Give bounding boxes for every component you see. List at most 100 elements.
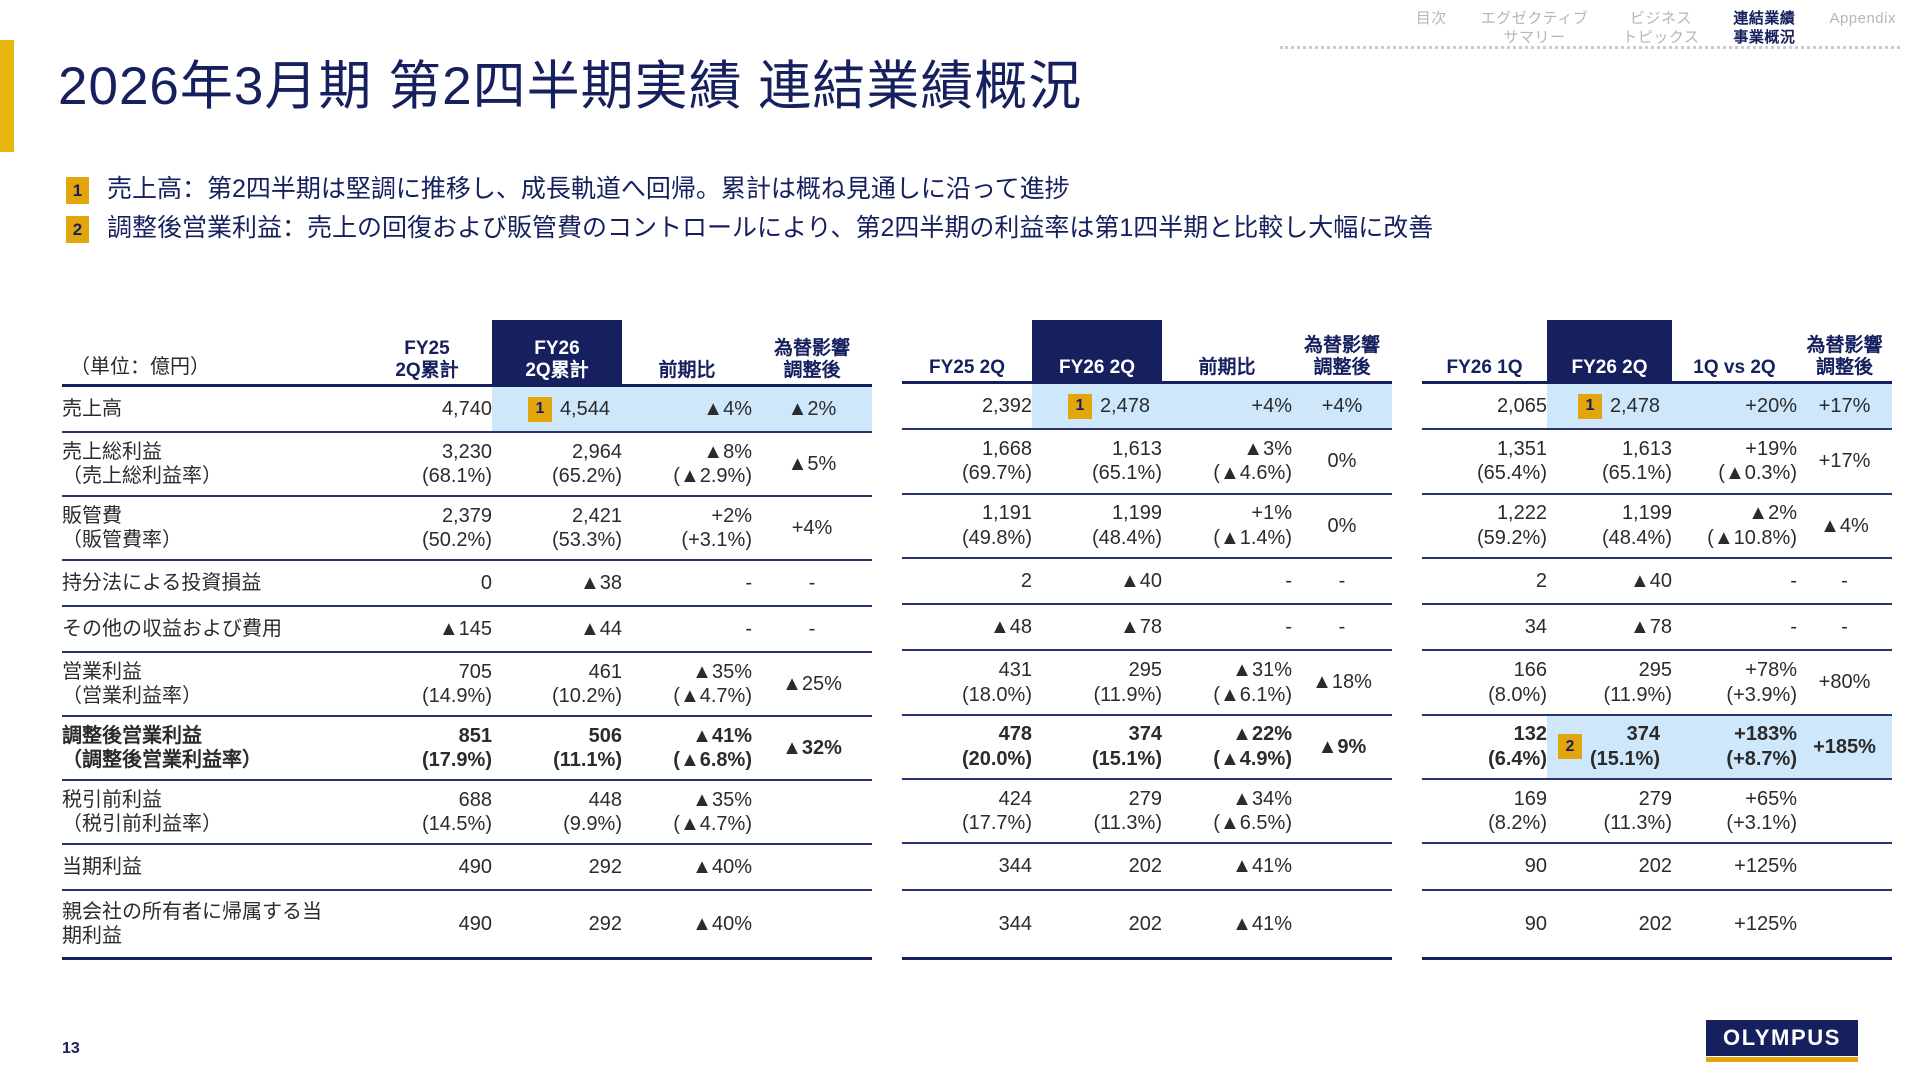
table-row: 売上高 4,740 1 4,544 ▲4% ▲2% (62, 385, 872, 433)
cell-quarter-yoy-r6-c2: ▲22% (▲4.9%) (1162, 714, 1292, 781)
cell-quarter-yoy-r3-c3: - (1292, 557, 1392, 606)
table-body: 2,392 1 2,478 +4% +4% 1,668 (69.7%) 1,613 (65.… (902, 382, 1392, 960)
cell-quarter-qoq-r3-c0: 2 (1422, 557, 1547, 606)
table-cumulative: （単位：億円） FY25 2Q累計 FY26 2Q累計 前期比 為替影響 調整後 売上高… (62, 320, 872, 960)
cell-quarter-yoy-r0-c3: +4% (1292, 382, 1392, 431)
cell-quarter-yoy-r8-c3 (1292, 843, 1392, 891)
table-row: 持分法による投資損益 0 ▲38- - (62, 560, 872, 607)
nav-dotted-divider (1280, 44, 1900, 49)
table-quarter-qoq: FY26 1Q FY26 2Q 1Q vs 2Q 為替影響 調整後 2,065 1 2,4… (1422, 320, 1892, 960)
cell-cumulative-r6-c3: ▲32% (752, 716, 872, 781)
header-row: FY26 1Q FY26 2Q 1Q vs 2Q 為替影響 調整後 (1422, 320, 1892, 383)
cell-cumulative-r1-c1: 2,964 (65.2%) (492, 432, 622, 497)
financial-tables: （単位：億円） FY25 2Q累計 FY26 2Q累計 前期比 為替影響 調整後 売上高… (62, 320, 1892, 960)
column-header-quarter-qoq-1: FY26 2Q (1547, 320, 1672, 383)
cell-quarter-yoy-r7-c0: 424 (17.7%) (902, 779, 1032, 845)
cell-quarter-yoy-r8-c2: ▲41% (1162, 843, 1292, 891)
nav-item-business-topics[interactable]: ビジネス トピックス (1622, 10, 1700, 46)
column-header-quarter-yoy-1: FY26 2Q (1032, 320, 1162, 383)
bullet-2: 2 調整後営業利益：売上の回復および販管費のコントロールにより、第2四半期の利益… (66, 213, 1896, 243)
table-row: 売上総利益 （売上総利益率） 3,230 (68.1%) 2,964 (65.2%)… (62, 432, 872, 497)
table-row: 169 (8.2%) 279 (11.3%) +65% (+3.1%) (1422, 779, 1892, 845)
table-row: 132 (6.4%) 2 374 (15.1%) +183% (+8.7%) +185% (1422, 714, 1892, 781)
bullet-badge-1: 1 (66, 177, 89, 204)
cell-quarter-qoq-r6-c1: 2 374 (15.1%) (1547, 714, 1672, 781)
table-row: 1,191 (49.8%) 1,199 (48.4%) +1% (▲1.4%) 0% (902, 493, 1392, 559)
cell-cumulative-r7-c2: ▲35% (▲4.7%) (622, 780, 752, 845)
cell-quarter-yoy-r4-c0: ▲48 (902, 604, 1032, 652)
cell-quarter-qoq-r8-c0: 90 (1422, 843, 1547, 891)
table-row: 1,668 (69.7%) 1,613 (65.1%) ▲3% (▲4.6%) 0% (902, 429, 1392, 495)
row-label: 当期利益 (62, 844, 362, 891)
cell-quarter-qoq-r5-c2: +78% (+3.9%) (1672, 650, 1797, 716)
title-accent-bar (0, 40, 14, 152)
cell-cumulative-r4-c2: - (622, 606, 752, 653)
table-row: 2 ▲40- - (1422, 557, 1892, 606)
cell-cumulative-r2-c2: +2% (+3.1%) (622, 496, 752, 561)
table-quarter-yoy: FY25 2Q FY26 2Q 前期比 為替影響 調整後 2,392 1 2,478 +4%… (902, 320, 1392, 960)
cell-value: 2,478 (1099, 394, 1150, 417)
column-header-cumulative-1: FY26 2Q累計 (492, 320, 622, 386)
bullet-badge-2: 2 (66, 216, 89, 243)
cell-quarter-yoy-r7-c3 (1292, 779, 1392, 845)
table-row: 親会社の所有者に帰属する当 期利益 490 292 ▲40% (62, 890, 872, 960)
page-number: 13 (62, 1040, 80, 1057)
cell-cumulative-r1-c2: ▲8% (▲2.9%) (622, 432, 752, 497)
cell-quarter-yoy-r0-c1: 1 2,478 (1032, 382, 1162, 431)
table-head: FY25 2Q FY26 2Q 前期比 為替影響 調整後 (902, 320, 1392, 383)
cell-quarter-yoy-r6-c3: ▲9% (1292, 714, 1392, 781)
cell-cumulative-r0-c1: 1 4,544 (492, 385, 622, 433)
row-label: 売上総利益 （売上総利益率） (62, 432, 362, 497)
cell-quarter-yoy-r0-c2: +4% (1162, 382, 1292, 431)
callout-badge-1: 1 (1067, 393, 1092, 419)
cell-value: 374 (15.1%) (1589, 723, 1660, 770)
column-header-quarter-qoq-3: 為替影響 調整後 (1806, 335, 1883, 378)
cell-quarter-qoq-r2-c2: ▲2% (▲10.8%) (1672, 493, 1797, 559)
table-row: 1,351 (65.4%) 1,613 (65.1%) +19% (▲0.3%) +1… (1422, 429, 1892, 495)
cell-quarter-qoq-r8-c3 (1797, 843, 1892, 891)
cell-quarter-qoq-r9-c1: 202 (1547, 889, 1672, 960)
row-label: その他の収益および費用 (62, 606, 362, 653)
cell-quarter-qoq-r4-c1: ▲78 (1547, 604, 1672, 652)
cell-quarter-qoq-r5-c1: 295 (11.9%) (1547, 650, 1672, 716)
cell-quarter-qoq-r3-c1: ▲40 (1547, 557, 1672, 606)
cell-quarter-qoq-r6-c2: +183% (+8.7%) (1672, 714, 1797, 781)
table-row: 344 202 ▲41% (902, 889, 1392, 960)
nav-item-appendix[interactable]: Appendix (1829, 10, 1896, 27)
table-body: 2,065 1 2,478 +20% +17% 1,351 (65.4%) 1,613 (6… (1422, 382, 1892, 960)
nav-item-toc[interactable]: 目次 (1415, 10, 1447, 27)
cell-quarter-qoq-r4-c2: - (1672, 604, 1797, 652)
cell-cumulative-r7-c0: 688 (14.5%) (362, 780, 492, 845)
cell-cumulative-r2-c1: 2,421 (53.3%) (492, 496, 622, 561)
table-row: 販管費 （販管費率） 2,379 (50.2%) 2,421 (53.3%) +2% … (62, 496, 872, 561)
cell-quarter-yoy-r1-c3: 0% (1292, 429, 1392, 495)
cell-quarter-yoy-r5-c0: 431 (18.0%) (902, 650, 1032, 716)
table-body: 売上高 4,740 1 4,544 ▲4% ▲2% 売上総利益 （売上総利益率） 3,230 … (62, 385, 872, 960)
table-row: 90 202 +125% (1422, 889, 1892, 960)
column-header-quarter-qoq-2: 1Q vs 2Q (1693, 356, 1776, 378)
cell-quarter-yoy-r1-c1: 1,613 (65.1%) (1032, 429, 1162, 495)
cell-quarter-yoy-r5-c3: ▲18% (1292, 650, 1392, 716)
cell-cumulative-r6-c1: 506 (11.1%) (492, 716, 622, 781)
table-row: 営業利益 （営業利益率） 705 (14.9%) 461 (10.2%) ▲35% (… (62, 652, 872, 717)
nav-item-consolidated-results[interactable]: 連結業績 事業概況 (1733, 10, 1796, 46)
table-head: （単位：億円） FY25 2Q累計 FY26 2Q累計 前期比 為替影響 調整後 (62, 320, 872, 386)
cell-quarter-yoy-r9-c2: ▲41% (1162, 889, 1292, 960)
cell-quarter-qoq-r2-c3: ▲4% (1797, 493, 1892, 559)
bullet-text-2: 調整後営業利益：売上の回復および販管費のコントロールにより、第2四半期の利益率は… (107, 214, 1434, 242)
nav-item-executive-summary[interactable]: エグゼクティブ サマリー (1480, 10, 1589, 46)
cell-cumulative-r2-c0: 2,379 (50.2%) (362, 496, 492, 561)
cell-quarter-qoq-r2-c1: 1,199 (48.4%) (1547, 493, 1672, 559)
unit-label: （単位：億円） (70, 355, 210, 378)
logo-wordmark: OLYMPUS (1706, 1020, 1858, 1056)
column-header-quarter-qoq-0: FY26 1Q (1446, 356, 1523, 378)
olympus-logo: OLYMPUS (1706, 1020, 1858, 1062)
column-header-cumulative-2: 前期比 (658, 359, 716, 381)
cell-cumulative-r8-c0: 490 (362, 844, 492, 891)
cell-quarter-qoq-r3-c2: - (1672, 557, 1797, 606)
cell-quarter-yoy-r6-c0: 478 (20.0%) (902, 714, 1032, 781)
column-header-cumulative-3: 為替影響 調整後 (773, 338, 850, 381)
table-row: 344 202 ▲41% (902, 843, 1392, 891)
row-label: 調整後営業利益 （調整後営業利益率） (62, 716, 362, 781)
cell-cumulative-r5-c1: 461 (10.2%) (492, 652, 622, 717)
